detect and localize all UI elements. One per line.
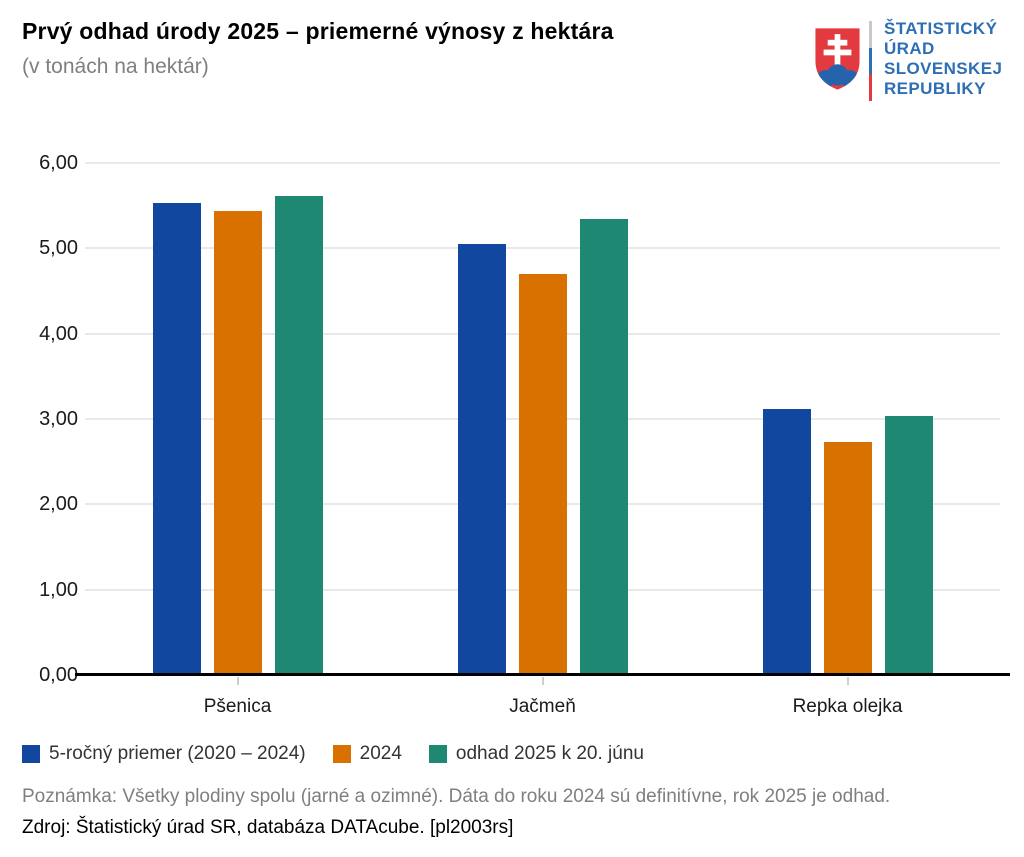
logo-org-name: ŠTATISTICKÝ ÚRAD SLOVENSKEJ REPUBLIKY bbox=[884, 19, 1002, 99]
page-subtitle: (v tonách na hektár) bbox=[22, 55, 209, 78]
bar bbox=[579, 219, 628, 675]
y-axis-tick-label: 1,00 bbox=[39, 578, 78, 601]
gridline bbox=[85, 247, 1000, 250]
logo-line-2: ÚRAD bbox=[884, 39, 935, 58]
bar bbox=[884, 416, 933, 675]
x-axis-tick bbox=[541, 677, 544, 685]
bar bbox=[152, 203, 201, 675]
logo-divider bbox=[869, 21, 872, 102]
legend-item: 2024 bbox=[332, 743, 402, 765]
legend-item: odhad 2025 k 20. júnu bbox=[428, 743, 644, 765]
bar bbox=[762, 408, 811, 675]
y-axis-tick-label: 2,00 bbox=[39, 493, 78, 516]
y-axis-tick-label: 0,00 bbox=[39, 664, 78, 686]
x-axis-tick bbox=[236, 677, 239, 685]
bar bbox=[823, 442, 872, 675]
legend: 5-ročný priemer (2020 – 2024) 2024 odhad 2… bbox=[22, 743, 644, 765]
y-axis-tick-label: 4,00 bbox=[39, 322, 78, 345]
bar bbox=[457, 244, 506, 675]
legend-label: 2024 bbox=[359, 743, 402, 764]
x-axis-category-label: Repka olejka bbox=[792, 696, 903, 717]
legend-item: 5-ročný priemer (2020 – 2024) bbox=[22, 743, 306, 765]
legend-label: 5-ročný priemer (2020 – 2024) bbox=[49, 743, 306, 764]
legend-swatch-icon bbox=[428, 745, 447, 763]
bar bbox=[213, 210, 262, 675]
logo-line-4: REPUBLIKY bbox=[884, 79, 986, 98]
y-axis-tick-label: 6,00 bbox=[39, 152, 78, 174]
x-axis-tick bbox=[846, 677, 849, 685]
x-axis-category-label: Pšenica bbox=[203, 696, 272, 717]
footnote: Poznámka: Všetky plodiny spolu (jarné a … bbox=[22, 786, 891, 807]
legend-swatch-icon bbox=[22, 745, 40, 763]
legend-swatch-icon bbox=[332, 745, 351, 763]
logo-line-3: SLOVENSKEJ bbox=[884, 59, 1003, 78]
y-axis-tick-label: 3,00 bbox=[39, 408, 78, 430]
y-axis-tick-label: 5,00 bbox=[39, 237, 78, 260]
x-axis-category-label: Jačmeň bbox=[509, 696, 576, 717]
gridline bbox=[85, 162, 1000, 164]
legend-label: odhad 2025 k 20. júnu bbox=[455, 743, 644, 764]
logo-line-1: ŠTATISTICKÝ bbox=[884, 19, 998, 38]
slovak-coat-of-arms-icon bbox=[815, 28, 860, 90]
bar bbox=[274, 196, 323, 675]
x-axis-line bbox=[75, 673, 1010, 676]
source-line: Zdroj: Štatistický úrad SR, databáza DAT… bbox=[22, 817, 514, 838]
page-title: Prvý odhad úrody 2025 – priemerné výnosy… bbox=[22, 18, 614, 44]
bar bbox=[518, 273, 567, 675]
